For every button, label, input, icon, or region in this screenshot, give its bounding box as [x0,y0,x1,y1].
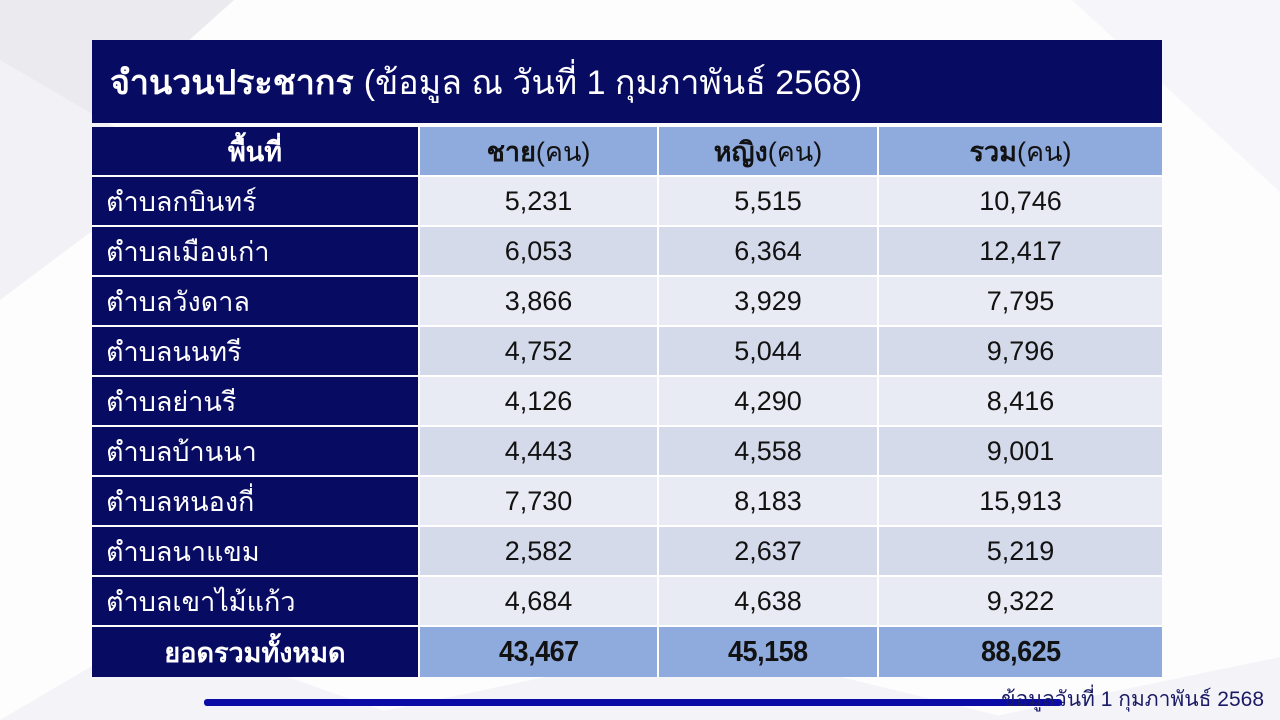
header-unit: (คน) [535,136,591,167]
grand-total-label: ยอดรวมทั้งหมด [92,627,418,677]
area-cell: ตำบลเขาไม้แก้ว [92,577,418,625]
total-cell: 9,796 [879,327,1162,375]
male-cell: 4,684 [420,577,657,625]
area-cell: ตำบลเมืองเก่า [92,227,418,275]
total-cell: 8,416 [879,377,1162,425]
footer-accent-line [204,699,1062,706]
population-table: จำนวนประชากร (ข้อมูล ณ วันที่ 1 กุมภาพัน… [92,40,1162,677]
column-header-male: ชาย (คน) [420,127,657,175]
area-cell: ตำบลวังดาล [92,277,418,325]
footer-date-note: ข้อมูลวันที่ 1 กุมภาพันธ์ 2568 [1001,688,1264,711]
male-cell: 4,126 [420,377,657,425]
female-cell: 3,929 [659,277,877,325]
total-cell: 15,913 [879,477,1162,525]
total-cell: 7,795 [879,277,1162,325]
header-label: พื้นที่ [227,136,283,167]
grand-total-male-value: 43,467 [498,635,579,668]
header-unit: (คน) [767,136,823,167]
grand-total-total: 88,625 [879,627,1162,677]
title-subtitle: (ข้อมูล ณ วันที่ 1 กุมภาพันธ์ 2568) [363,63,863,102]
area-cell: ตำบลบ้านนา [92,427,418,475]
area-cell: ตำบลกบินทร์ [92,177,418,225]
grand-total-female-value: 45,158 [728,635,808,668]
male-cell: 4,752 [420,327,657,375]
title-main: จำนวนประชากร [110,63,354,102]
female-cell: 4,638 [659,577,877,625]
female-cell: 5,515 [659,177,877,225]
female-cell: 4,290 [659,377,877,425]
total-cell: 9,001 [879,427,1162,475]
column-header-total: รวม (คน) [879,127,1162,175]
data-table: พื้นที่ ชาย (คน) หญิง (คน) รวม (คน) ตำบลกบิ… [92,127,1162,677]
male-cell: 5,231 [420,177,657,225]
page-title: จำนวนประชากร (ข้อมูล ณ วันที่ 1 กุมภาพัน… [92,40,1162,123]
male-cell: 3,866 [420,277,657,325]
female-cell: 2,637 [659,527,877,575]
female-cell: 4,558 [659,427,877,475]
total-cell: 12,417 [879,227,1162,275]
grand-total-total-value: 88,625 [980,635,1061,668]
column-header-area: พื้นที่ [92,127,418,175]
total-cell: 10,746 [879,177,1162,225]
area-cell: ตำบลหนองกี่ [92,477,418,525]
header-unit: (คน) [1016,136,1072,167]
header-label: หญิง [713,136,768,167]
total-cell: 5,219 [879,527,1162,575]
header-label: รวม [969,136,1017,167]
male-cell: 6,053 [420,227,657,275]
male-cell: 7,730 [420,477,657,525]
area-cell: ตำบลย่านรี [92,377,418,425]
male-cell: 2,582 [420,527,657,575]
grand-total-male: 43,467 [420,627,657,677]
column-header-female: หญิง (คน) [659,127,877,175]
female-cell: 5,044 [659,327,877,375]
female-cell: 8,183 [659,477,877,525]
total-cell: 9,322 [879,577,1162,625]
grand-total-female: 45,158 [659,627,877,677]
header-label: ชาย [486,136,536,167]
area-cell: ตำบลนนทรี [92,327,418,375]
area-cell: ตำบลนาแขม [92,527,418,575]
male-cell: 4,443 [420,427,657,475]
female-cell: 6,364 [659,227,877,275]
